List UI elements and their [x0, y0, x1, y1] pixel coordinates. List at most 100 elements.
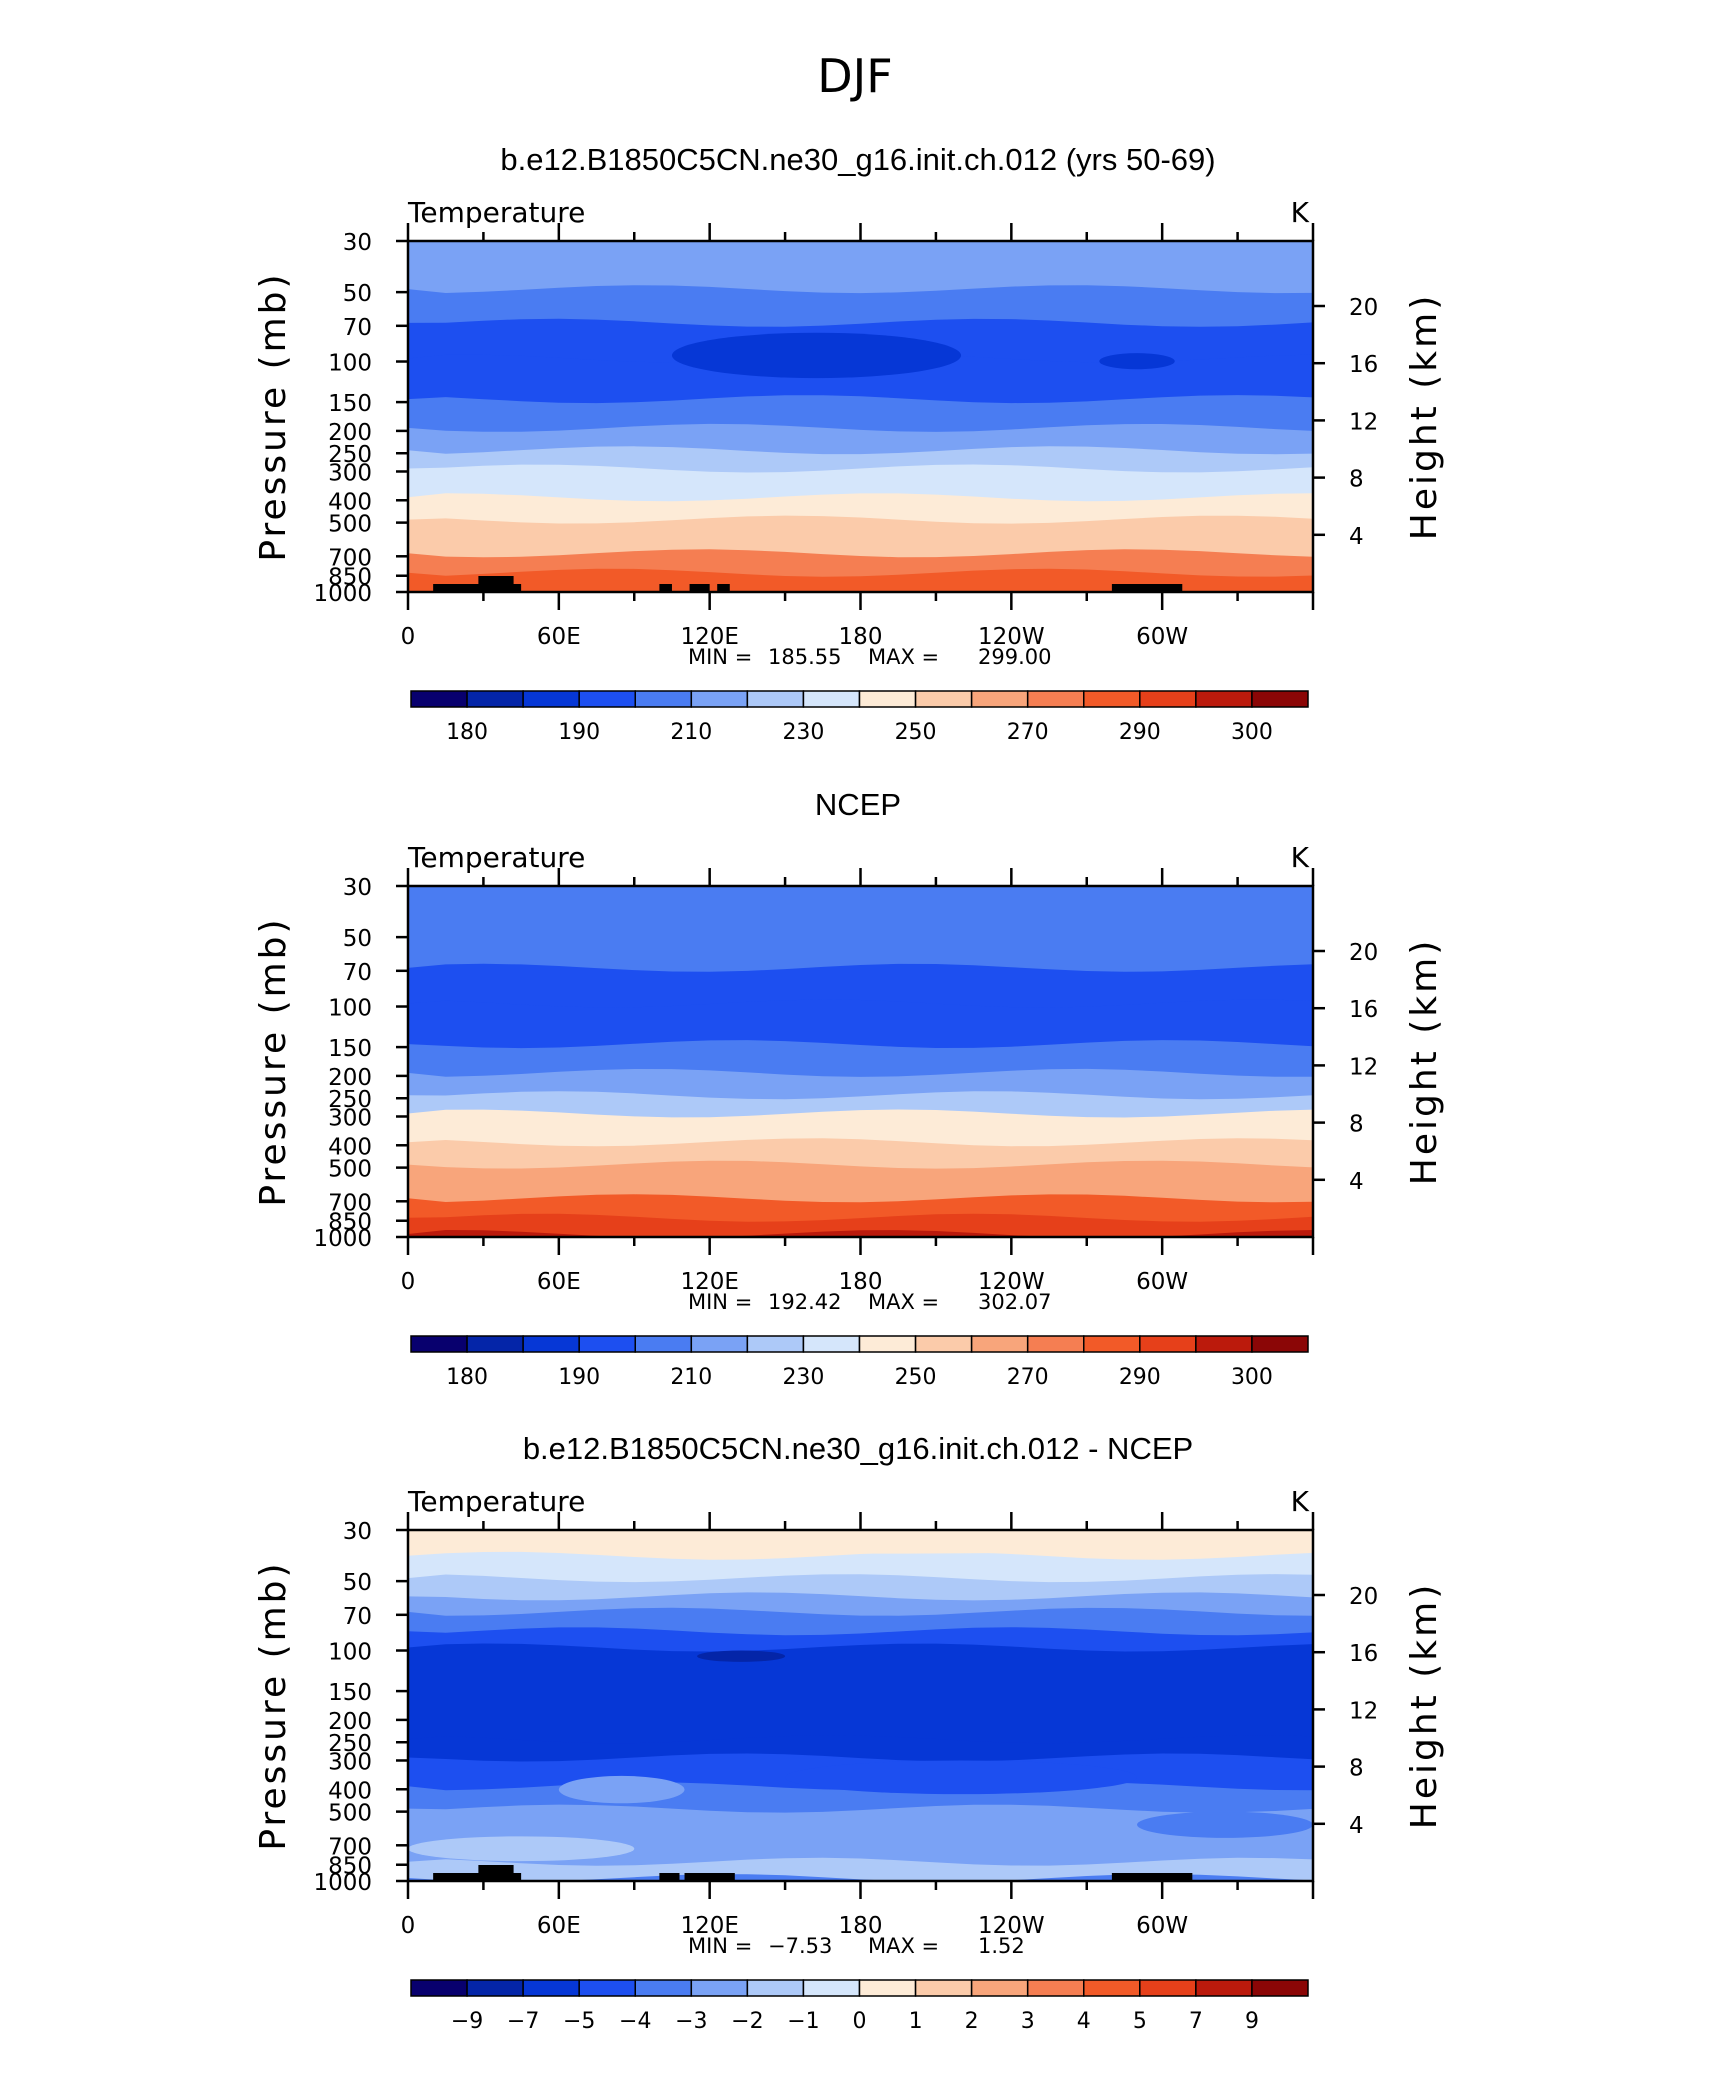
colorbar-box — [410, 1979, 468, 1997]
contour-band-850 — [408, 1857, 1313, 1881]
longitude-tick-label: 0 — [401, 1269, 416, 1295]
longitude-tick-label: 120E — [680, 624, 738, 650]
colorbar-label: 230 — [782, 720, 824, 745]
colorbar-box — [690, 690, 749, 708]
colorbar-box — [1026, 1335, 1085, 1353]
longitude-tick-label: 0 — [401, 1913, 416, 1939]
colorbar-label: −5 — [563, 2009, 595, 2034]
colorbar-box — [578, 1335, 636, 1353]
colorbar-box — [746, 690, 805, 708]
longitude-tick-label: 120E — [680, 1913, 738, 1939]
pressure-tick-label: 850 — [328, 565, 372, 591]
contour-field — [408, 241, 1313, 592]
max-value: 1.52 — [978, 1934, 1025, 1958]
colorbar-box — [858, 1979, 917, 1997]
colorbar-label: 1 — [909, 2009, 923, 2034]
colorbar-box — [466, 690, 524, 708]
height-tick-label: 12 — [1349, 1698, 1378, 1724]
pressure-tick-label: 250 — [328, 1731, 372, 1757]
colorbar-box — [1195, 1979, 1253, 1997]
figure-title: DJF — [817, 49, 892, 103]
colorbar-label: 270 — [1007, 1365, 1049, 1390]
colorbar-box — [578, 690, 636, 708]
longitude-tick-label: 60E — [537, 1913, 581, 1939]
min-value: 192.42 — [768, 1290, 841, 1314]
height-tick-label: 16 — [1349, 1641, 1378, 1667]
left-string: Temperature — [407, 841, 585, 874]
colorbar-label: 230 — [782, 1365, 824, 1390]
height-tick-label: 4 — [1349, 524, 1364, 550]
colorbar-box — [746, 1979, 805, 1997]
panel-title: b.e12.B1850C5CN.ne30_g16.init.ch.012 - N… — [523, 1431, 1193, 1466]
colorbar-box — [802, 1979, 861, 1997]
contour-band-1000 — [408, 1230, 1313, 1237]
colorbar-label: −9 — [451, 2009, 483, 2034]
panel-title: NCEP — [815, 787, 901, 822]
colorbar-box — [466, 1979, 524, 1997]
colorbar-box — [1251, 1335, 1309, 1353]
height-tick-label: 12 — [1349, 1054, 1378, 1080]
pressure-tick-label: 30 — [343, 230, 372, 256]
colorbar-label: 300 — [1231, 720, 1273, 745]
pressure-tick-label: 500 — [328, 512, 372, 538]
pressure-tick-label: 150 — [328, 1680, 372, 1706]
colorbar-box — [1251, 690, 1309, 708]
height-tick-label: 12 — [1349, 409, 1378, 435]
pressure-tick-label: 200 — [328, 420, 372, 446]
contour-feature — [1099, 353, 1175, 370]
topography — [659, 584, 672, 592]
colorbar-box — [1195, 1335, 1253, 1353]
pressure-tick-label: 150 — [328, 1036, 372, 1062]
colorbar-box — [1083, 690, 1141, 708]
min-label: MIN = — [688, 1934, 752, 1958]
longitude-tick-label: 180 — [839, 1913, 883, 1939]
colorbar-label: 290 — [1119, 720, 1161, 745]
colorbar-box — [970, 1335, 1029, 1353]
colorbar-box — [802, 1335, 861, 1353]
panel-3: b.e12.B1850C5CN.ne30_g16.init.ch.012 - N… — [253, 1431, 1445, 2034]
colorbar-label: 190 — [558, 720, 600, 745]
units-string: K — [1291, 841, 1310, 874]
colorbar-box — [578, 1979, 636, 1997]
max-value: 302.07 — [978, 1290, 1051, 1314]
colorbar-box — [858, 690, 917, 708]
contour-feature — [671, 332, 962, 379]
contour-feature — [785, 1760, 1138, 1795]
colorbar-box — [802, 690, 861, 708]
topography — [659, 1873, 680, 1881]
colorbar-box — [1251, 1979, 1309, 1997]
colorbar-label: 210 — [670, 720, 712, 745]
max-value: 299.00 — [978, 645, 1051, 669]
longitude-tick-label: 120W — [978, 1269, 1045, 1295]
colorbar-box — [522, 690, 580, 708]
y-axis-label: Pressure (mb) — [253, 271, 294, 561]
colorbar-box — [522, 1335, 580, 1353]
topography — [717, 584, 730, 592]
colorbar-label: −4 — [619, 2009, 651, 2034]
colorbar-label: 180 — [446, 1365, 488, 1390]
contour-feature — [408, 1836, 635, 1862]
height-tick-label: 20 — [1349, 295, 1378, 321]
colorbar-box — [690, 1979, 749, 1997]
longitude-tick-label: 60W — [1136, 624, 1188, 650]
longitude-tick-label: 60E — [537, 624, 581, 650]
colorbar-box — [1139, 1979, 1197, 1997]
pressure-tick-label: 100 — [328, 996, 372, 1022]
colorbar-box — [1026, 690, 1085, 708]
colorbar-box — [634, 1979, 693, 1997]
units-string: K — [1291, 1485, 1310, 1518]
colorbar-label: −2 — [731, 2009, 763, 2034]
topography — [689, 584, 710, 592]
longitude-tick-label: 0 — [401, 624, 416, 650]
pressure-tick-label: 250 — [328, 442, 372, 468]
y2-axis-label: Height (km) — [1404, 938, 1445, 1185]
colorbar-label: 3 — [1021, 2009, 1035, 2034]
topography — [684, 1873, 735, 1881]
longitude-tick-label: 120W — [978, 624, 1045, 650]
colorbar-box — [410, 690, 468, 708]
pressure-tick-label: 50 — [343, 1570, 372, 1596]
colorbar-label: 210 — [670, 1365, 712, 1390]
colorbar-label: 180 — [446, 720, 488, 745]
colorbar-box — [410, 1335, 468, 1353]
